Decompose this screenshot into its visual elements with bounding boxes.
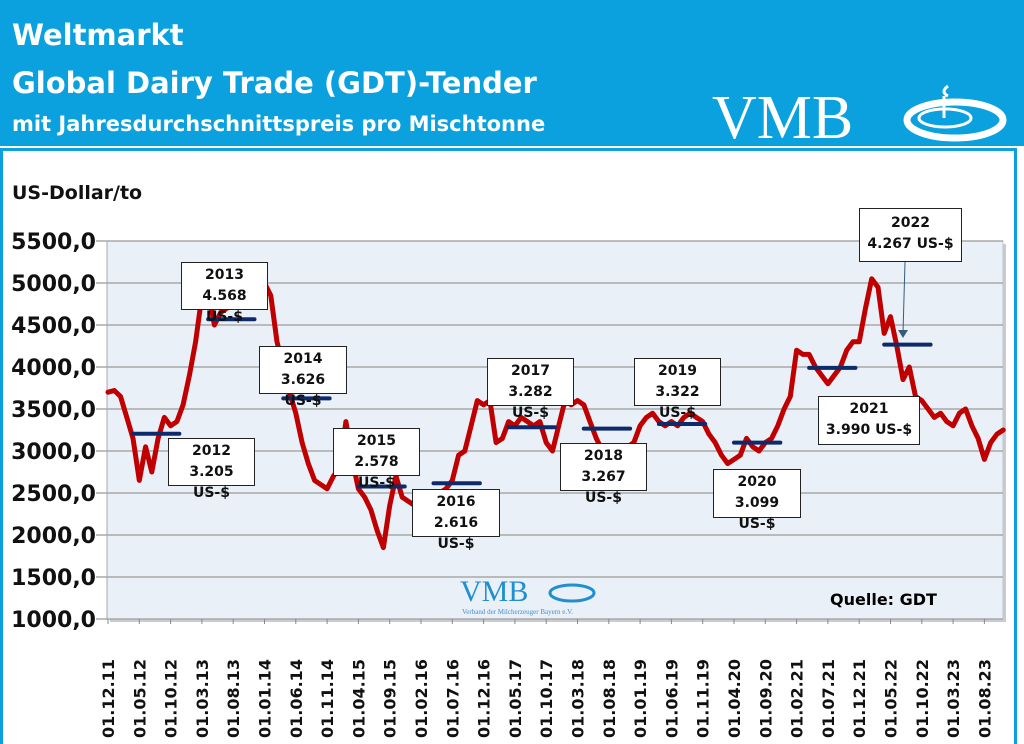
x-tick-label: 01.06.14 xyxy=(287,659,306,738)
x-tick-label: 01.02.16 xyxy=(412,659,431,738)
x-tick-label: 01.02.21 xyxy=(788,659,807,738)
annotation-2016: 2016 2.616 US-$ xyxy=(412,489,500,552)
annotation-2019: 2019 3.322 US-$ xyxy=(634,358,721,421)
x-tick-label: 01.09.20 xyxy=(756,659,775,738)
x-tick-label: 01.11.19 xyxy=(694,659,713,738)
annotation-2020: 2020 3.099 US-$ xyxy=(713,469,801,532)
annotation-2017: 2017 3.282 US-$ xyxy=(487,358,574,421)
x-tick-label: 01.03.23 xyxy=(944,659,963,738)
x-tick-label: 01.07.16 xyxy=(443,659,462,738)
x-tick-label: 01.05.22 xyxy=(882,659,901,738)
annotation-2013: 2013 4.568 US-$ xyxy=(181,262,268,325)
y-tick-label: 4500,0 xyxy=(11,314,96,339)
annotation-arrow-2022 xyxy=(902,261,906,334)
x-tick-label: 01.07.21 xyxy=(819,659,838,738)
x-tick-label: 01.05.17 xyxy=(506,659,525,738)
y-tick-label: 5500,0 xyxy=(11,230,96,255)
x-tick-label: 01.06.19 xyxy=(662,659,681,738)
x-tick-label: 01.01.14 xyxy=(256,659,275,738)
y-tick-label: 3500,0 xyxy=(11,398,96,423)
y-tick-label: 2500,0 xyxy=(11,482,96,507)
x-tick-label: 01.08.13 xyxy=(224,659,243,738)
x-tick-label: 01.11.14 xyxy=(318,659,337,738)
annotation-2021: 2021 3.990 US-$ xyxy=(818,396,920,445)
y-tick-label: 1500,0 xyxy=(11,566,96,591)
annotation-2018: 2018 3.267 US-$ xyxy=(560,443,647,506)
x-tick-label: 01.10.12 xyxy=(162,659,181,738)
y-axis-label: US-Dollar/to xyxy=(12,182,143,204)
annotation-2012: 2012 3.205 US-$ xyxy=(168,438,255,501)
x-tick-label: 01.03.18 xyxy=(569,659,588,738)
x-tick-label: 01.12.16 xyxy=(475,659,494,738)
subtitle: mit Jahresdurchschnittspreis pro Mischto… xyxy=(12,112,546,136)
watermark-tagline: Verband der Milcherzeuger Bayern e.V. xyxy=(462,608,573,616)
chart-frame xyxy=(0,148,1017,744)
vmb-watermark-logo: VMB Verband der Milcherzeuger Bayern e.V… xyxy=(460,575,596,616)
watermark-logo-text: VMB xyxy=(460,575,528,608)
y-tick-label: 4000,0 xyxy=(11,356,96,381)
title-line1: Weltmarkt xyxy=(12,18,184,52)
x-tick-label: 01.04.20 xyxy=(725,659,744,738)
title-line2: Global Dairy Trade (GDT)-Tender xyxy=(12,66,537,100)
x-tick-label: 01.01.19 xyxy=(631,659,650,738)
x-tick-label: 01.08.18 xyxy=(600,659,619,738)
annotation-2014: 2014 3.626 US-$ xyxy=(259,346,347,409)
y-tick-label: 5000,0 xyxy=(11,272,96,297)
vmb-logo-text: VMB xyxy=(712,84,853,146)
header-banner: Weltmarkt Global Dairy Trade (GDT)-Tende… xyxy=(0,0,1024,146)
vmb-logo: VMB xyxy=(712,84,1007,146)
y-tick-label: 3000,0 xyxy=(11,440,96,465)
x-tick-label: 01.12.11 xyxy=(99,659,118,738)
x-tick-label: 01.03.13 xyxy=(193,659,212,738)
x-tick-label: 01.04.15 xyxy=(349,659,368,738)
source-label: Quelle: GDT xyxy=(830,590,937,609)
y-tick-label: 2000,0 xyxy=(11,524,96,549)
x-tick-label: 01.09.15 xyxy=(381,659,400,738)
x-tick-label: 01.08.23 xyxy=(975,659,994,738)
x-tick-label: 01.12.21 xyxy=(850,659,869,738)
x-tick-label: 01.05.12 xyxy=(130,659,149,738)
arrow-head-icon xyxy=(898,330,908,338)
annotation-2022: 2022 4.267 US-$ xyxy=(859,208,962,262)
annotation-2015: 2015 2.578 US-$ xyxy=(333,428,420,491)
y-tick-label: 1000,0 xyxy=(11,608,96,633)
x-tick-label: 01.10.17 xyxy=(537,659,556,738)
x-tick-label: 01.10.22 xyxy=(913,659,932,738)
